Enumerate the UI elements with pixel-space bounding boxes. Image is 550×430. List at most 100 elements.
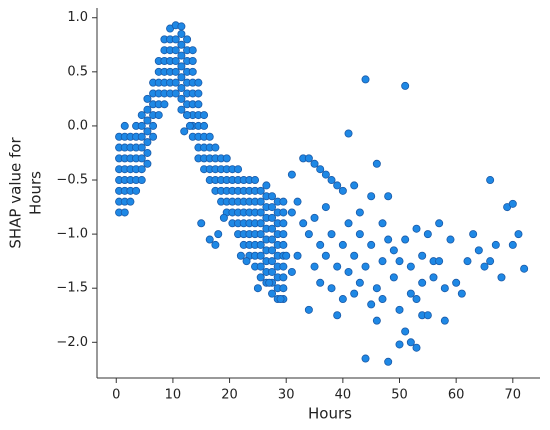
point [200,111,209,120]
point [338,240,347,249]
point [137,111,146,120]
point [474,246,483,255]
point [316,165,325,174]
point [279,262,288,271]
point [469,230,478,239]
x-axis-label: Hours [308,405,352,423]
x-tick-label: 0 [112,388,120,403]
point [268,267,277,276]
point [491,240,500,249]
point [188,46,197,55]
point [268,257,277,266]
point [211,143,220,152]
point [205,235,214,244]
point [132,186,141,195]
x-tick-label: 50 [391,388,408,403]
point [126,197,135,206]
point [338,186,347,195]
point [256,219,265,228]
point [350,181,359,190]
point [177,40,186,49]
point [287,208,296,217]
point [253,284,262,293]
point [372,159,381,168]
point [406,262,415,271]
y-axis-label-line: Hours [27,171,45,215]
point [160,100,169,109]
point [299,219,308,228]
point [262,181,271,190]
point [177,105,186,114]
point [279,230,288,239]
point [256,251,265,260]
point [418,278,427,287]
point [234,165,243,174]
point [177,73,186,82]
point [452,278,461,287]
point [412,224,421,233]
point [137,121,146,130]
point [361,75,370,84]
point [508,199,517,208]
point [446,235,455,244]
point [293,251,302,260]
point [279,208,288,217]
point [520,264,529,273]
point [183,111,192,120]
point [143,138,152,147]
point [180,127,189,136]
point [367,240,376,249]
point [219,213,228,222]
point [276,295,285,304]
point [350,251,359,260]
point [154,111,163,120]
point [514,230,523,239]
point [327,230,336,239]
y-tick-label: 0.0 [67,118,88,133]
y-tick-label: −2.0 [56,335,88,350]
point [256,230,265,239]
point [480,262,489,271]
point [418,251,427,260]
point [287,267,296,276]
y-axis-label-line: SHAP value for [7,137,25,249]
point [395,257,404,266]
point [279,219,288,228]
point [338,295,347,304]
point [355,230,364,239]
point [372,316,381,325]
point [188,67,197,76]
point [177,94,186,103]
point [268,192,277,201]
point [361,262,370,271]
point [361,354,370,363]
x-tick-label: 70 [505,388,522,403]
point [171,35,180,44]
point [177,62,186,71]
point [137,176,146,185]
point [171,57,180,66]
point [333,262,342,271]
point [384,357,393,366]
point [395,305,404,314]
point [143,148,152,157]
point [344,219,353,228]
point [279,273,288,282]
point [268,213,277,222]
point [236,251,245,260]
point [279,240,288,249]
point [316,240,325,249]
point [265,278,274,287]
y-tick-label: −1.0 [56,227,88,242]
point [171,78,180,87]
point [268,289,277,298]
point [401,81,410,90]
point [406,289,415,298]
point [177,51,186,60]
point [333,181,342,190]
point [435,257,444,266]
point [395,340,404,349]
point [256,240,265,249]
point [185,121,194,130]
point [171,89,180,98]
